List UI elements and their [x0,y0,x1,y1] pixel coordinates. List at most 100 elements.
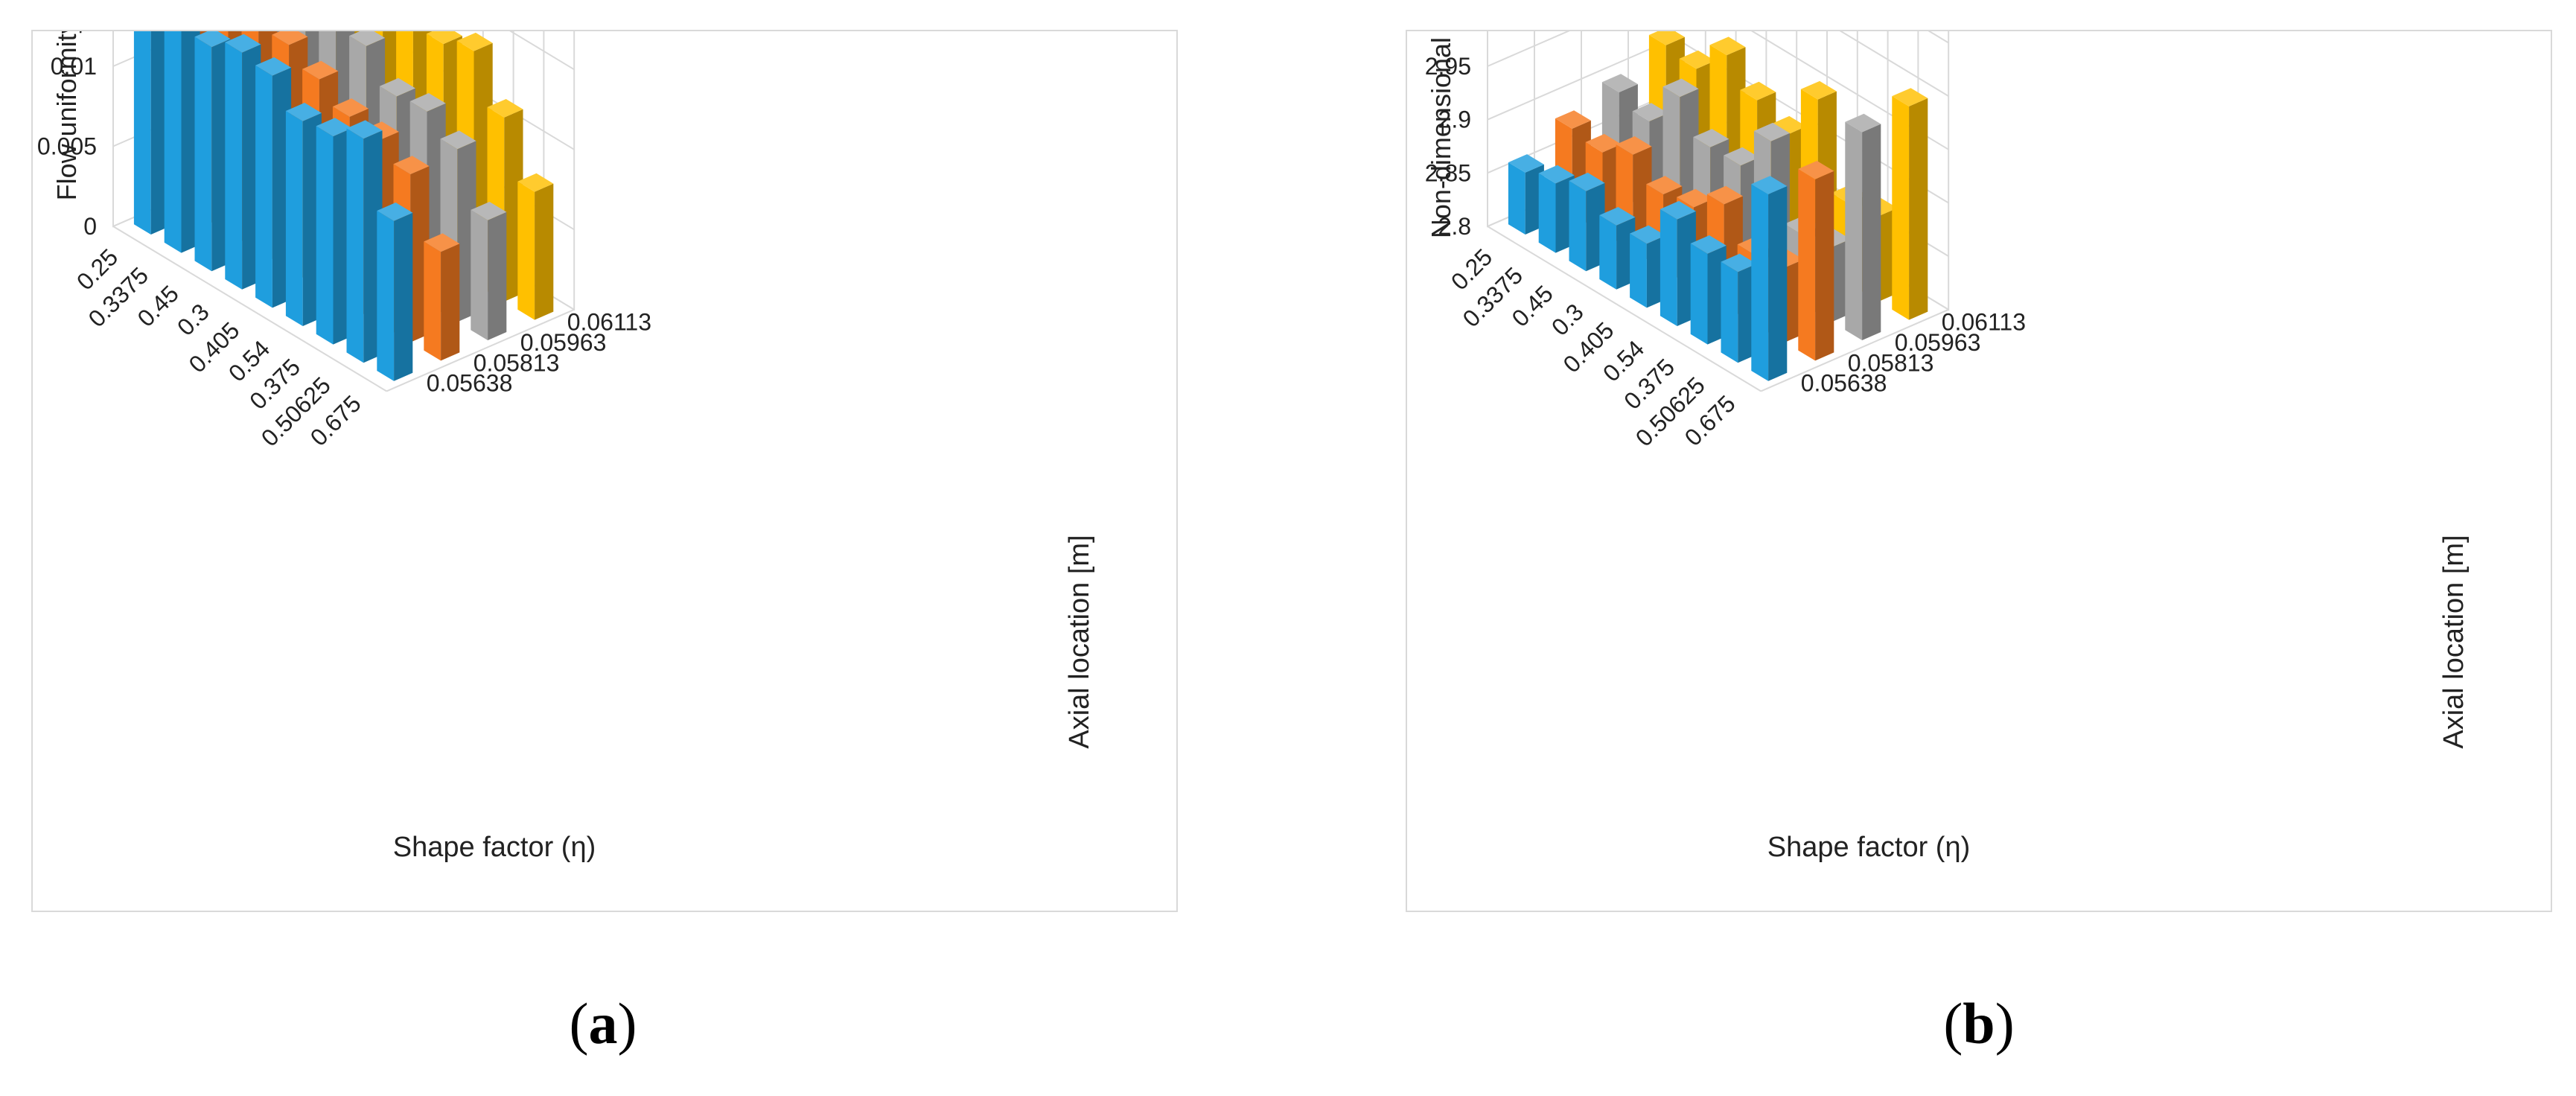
series-tick-label: 0.06113 [567,309,651,336]
bar-front-face [194,36,212,272]
value-axis-tick-label: 2.85 [1425,159,1471,186]
series-tick-label: 0.05963 [1895,329,1981,356]
bar-front-face [1751,184,1769,381]
value-axis-tick-label: 2.9 [1438,106,1471,133]
bar-0.06113-0.675 [517,173,554,320]
bar-front-face [346,128,364,363]
bar-top-face [1616,136,1652,155]
bar-top-face [377,203,413,221]
series-tick-label: 0.05638 [427,370,513,397]
bar-side-face [1768,186,1788,381]
bar-0.05638-0.54 [285,103,322,327]
bar-top-face [255,57,292,76]
floor-edge [1487,226,1762,392]
plot-area: 00.0050.010.0150.020.250.33750.450.30.40… [37,31,1095,863]
bars [1508,31,1928,381]
bar-side-face [488,211,507,340]
bar-top-face [1662,78,1699,98]
bar-front-face [1508,162,1525,235]
bar-top-face [1693,129,1729,147]
bar-0.05963-0.675 [1845,113,1881,340]
bar-front-face [517,181,535,320]
bar-front-face [1721,261,1738,363]
bar-0.05638-0.25 [1508,154,1544,235]
value-axis-tick-label: 0.005 [37,133,97,160]
bar-top-face [517,173,554,192]
bar-0.05963-0.675 [471,202,507,340]
bar-front-face [133,31,151,235]
bar-top-face [1724,147,1760,166]
bar-front-face [1660,208,1677,326]
bar-front-face [316,126,334,345]
bar-top-face [1800,80,1837,100]
bar-0.05813-0.675 [1798,161,1834,361]
bar-top-face [302,60,339,80]
bar-front-face [1690,243,1708,345]
bar-top-face [1585,133,1622,153]
caption-b: (b) [1943,991,2015,1056]
bar-top-face [346,120,383,139]
bar-front-face [1599,215,1617,290]
bar-top-face [1555,110,1591,129]
value-axis-tick-label: 2.95 [1425,53,1471,80]
bar-top-face [1845,113,1881,133]
bar-top-face [1599,207,1636,226]
bar-top-face [379,77,415,97]
bar-0.05638-0.3 [225,34,261,290]
bar-top-face [426,31,462,45]
caption-a: (a) [569,991,637,1056]
bar-top-face [487,99,523,118]
value-axis-tick-label: 2.8 [1438,213,1471,240]
series-tick-label: 0.05963 [520,329,607,356]
bar-top-face [1706,185,1743,205]
y-axis-title: Flow uniformity index (Φ) [51,31,82,200]
bar-top-face [1569,172,1605,191]
bar-top-face [393,156,430,174]
bar-side-face [1862,124,1881,340]
bar-front-face [255,65,272,308]
bar-top-face [194,31,231,48]
bar-side-face [535,183,554,320]
z-axis-title: Axial location [m] [1064,535,1095,748]
plot-area: 2.82.852.92.9533.053.10.250.33750.450.30… [1425,31,2470,863]
bar-front-face [225,42,243,290]
bar-top-face [1679,50,1715,69]
bar-top-face [1690,235,1727,254]
bar-top-face [225,34,261,53]
bar-0.06113-0.675 [1892,88,1928,320]
bar-0.05638-0.54 [1660,200,1696,326]
series-tick-label: 0.06113 [1942,309,2026,336]
bars [133,31,554,381]
bar-top-face [471,202,507,220]
bar-side-face [1815,171,1834,361]
bar-front-face [1798,168,1816,361]
bar-top-face [1508,154,1544,173]
z-axis-title: Axial location [m] [2438,535,2470,748]
bar-top-face [285,103,322,121]
floor-edge [112,226,387,392]
bar-side-face [394,212,413,381]
bar-front-face [1569,180,1587,272]
bar-side-face [1909,98,1928,320]
bar-top-face [1632,103,1668,121]
bar-front-face [1892,96,1910,320]
floor-edge [386,308,575,392]
series-tick-label: 0.05813 [474,349,560,376]
bar-top-face [440,130,476,150]
chart-panel-b: 2.82.852.92.9533.053.10.250.33750.450.30… [1406,30,2552,912]
floor-edge [1760,308,1949,392]
bar-top-face [1740,81,1776,101]
series-tick-label: 0.05638 [1801,370,1887,397]
value-axis-tick-label: 0.01 [51,53,97,80]
bar-front-face [1845,121,1863,340]
bar-top-face [456,32,493,51]
bar-front-face [471,209,488,340]
bar-top-face [316,118,352,137]
bar-front-face [164,31,182,253]
bar-front-face [1630,233,1647,308]
x-axis-title: Shape factor (η) [1767,832,1970,863]
y-axis-title: Non-dimensional pressure drop [1426,31,1456,238]
series-tick-label: 0.05813 [1848,349,1934,376]
bar-front-face [1538,173,1556,253]
bar-top-face [332,98,369,117]
